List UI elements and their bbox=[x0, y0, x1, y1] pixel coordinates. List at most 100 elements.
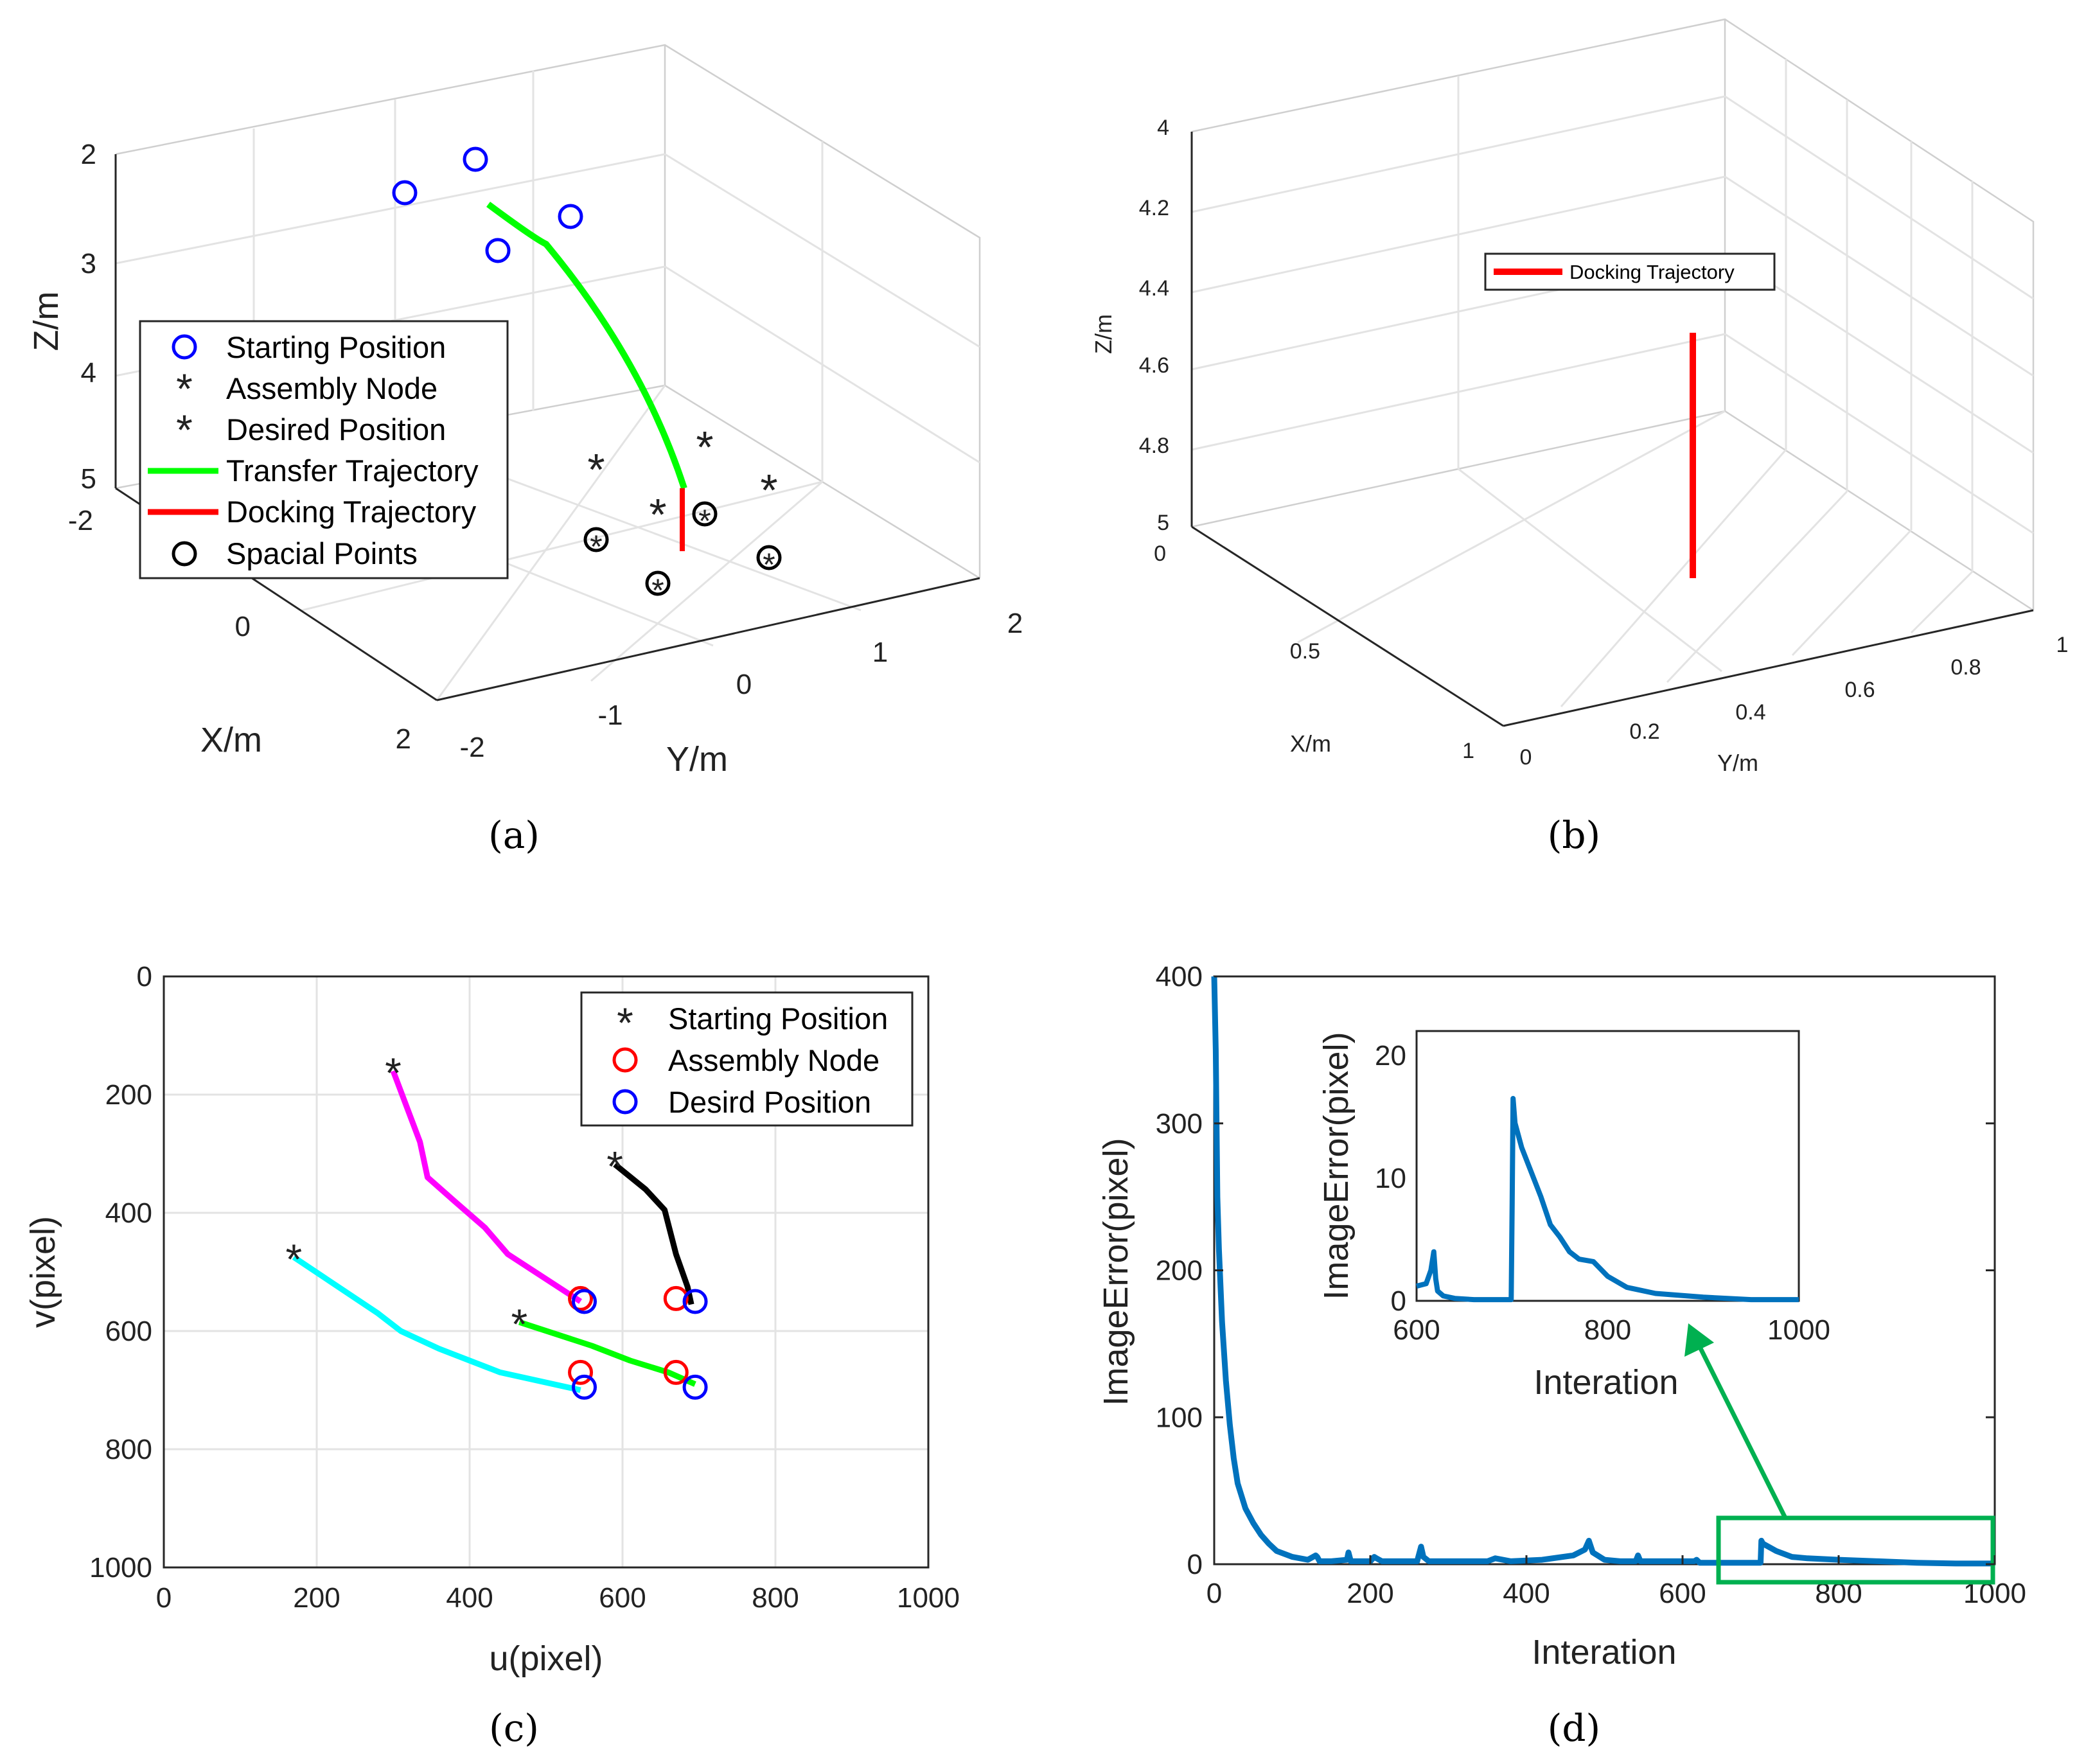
c-x-tick: 600 bbox=[599, 1582, 646, 1614]
c-assembly-node bbox=[663, 1359, 689, 1385]
legend-circle-icon bbox=[612, 1047, 638, 1073]
b-x-tick: 0 bbox=[1154, 542, 1166, 566]
b-z-tick: 4.6 bbox=[1139, 353, 1169, 378]
inset-x-tick: 800 bbox=[1584, 1314, 1631, 1346]
a-start-marker bbox=[485, 238, 511, 263]
panel-d-y-ticks: 0 100 200 300 400 bbox=[1156, 961, 1203, 1580]
b-x-tick: 1 bbox=[1462, 739, 1474, 763]
a-y-tick: 0 bbox=[736, 669, 752, 700]
a-start-marker bbox=[463, 146, 488, 172]
c-y-tick: 1000 bbox=[89, 1552, 152, 1583]
b-z-tick: 4.2 bbox=[1139, 196, 1169, 220]
c-trajectory-black bbox=[613, 1162, 694, 1305]
b-y-tick: 0.8 bbox=[1950, 655, 1981, 680]
panel-b-y-ticks: 0 0.2 0.4 0.6 0.8 1 bbox=[1520, 633, 2069, 770]
inset-y-label: ImageError(pixel) bbox=[1317, 1032, 1356, 1300]
a-node-marker: * bbox=[587, 445, 605, 495]
b-z-label: Z/m bbox=[1090, 314, 1117, 354]
a-transfer-trajectory bbox=[486, 201, 687, 490]
a-z-tick: 4 bbox=[81, 357, 96, 389]
a-spacial-point bbox=[583, 527, 609, 552]
c-y-tick: 800 bbox=[105, 1434, 152, 1465]
b-y-tick: 0 bbox=[1520, 745, 1532, 770]
c-x-tick: 400 bbox=[446, 1582, 493, 1614]
zoom-arrow-head-icon bbox=[1684, 1323, 1714, 1357]
d-x-tick: 200 bbox=[1347, 1578, 1393, 1609]
b-x-label: X/m bbox=[1290, 730, 1331, 757]
d-error-line bbox=[1211, 976, 1995, 1567]
inset-y-tick: 0 bbox=[1391, 1285, 1406, 1317]
c-assembly-node bbox=[663, 1285, 689, 1311]
a-legend-entry: Assembly Node bbox=[226, 371, 437, 405]
legend-circle-icon bbox=[172, 541, 197, 567]
c-start-point: * bbox=[606, 1143, 623, 1190]
b-y-label: Y/m bbox=[1717, 750, 1758, 776]
a-desired-marker: * bbox=[651, 572, 664, 608]
c-trajectory-magenta bbox=[390, 1070, 583, 1304]
c-y-tick: 200 bbox=[105, 1079, 152, 1111]
a-z-tick: 2 bbox=[81, 139, 96, 170]
c-assembly-node bbox=[568, 1359, 594, 1385]
panel-c-x-ticks: 0 200 400 600 800 1000 bbox=[156, 1582, 960, 1614]
a-spacial-point bbox=[692, 501, 718, 527]
c-y-label: v(pixel) bbox=[24, 1216, 62, 1328]
b-z-tick: 4 bbox=[1157, 116, 1169, 140]
panel-c: 0 200 400 600 800 1000 0 200 400 600 800… bbox=[24, 961, 960, 1750]
panel-d: 0 200 400 600 800 1000 0 100 200 300 400… bbox=[1097, 961, 2026, 1750]
b-y-tick: 0.6 bbox=[1844, 678, 1875, 702]
a-start-marker bbox=[558, 204, 583, 229]
a-x-tick: -2 bbox=[68, 505, 93, 536]
c-x-tick: 0 bbox=[156, 1582, 172, 1614]
d-y-tick: 0 bbox=[1187, 1549, 1203, 1580]
a-x-tick: 0 bbox=[235, 611, 251, 642]
a-y-tick: -2 bbox=[459, 732, 484, 763]
panel-b-axes bbox=[1190, 132, 2034, 727]
panel-a-z-ticks: 2 3 4 5 bbox=[81, 139, 96, 495]
panel-d-inset: 600 800 1000 0 10 20 Interation ImageErr… bbox=[1317, 1030, 1830, 1402]
legend-asterisk-icon: * bbox=[176, 365, 193, 412]
c-start-point: * bbox=[285, 1235, 302, 1283]
c-x-tick: 800 bbox=[752, 1582, 799, 1614]
zoom-arrow bbox=[1697, 1345, 1789, 1521]
c-desired-position bbox=[682, 1374, 708, 1400]
a-y-tick: 1 bbox=[872, 637, 888, 668]
a-spacial-point bbox=[756, 545, 782, 570]
c-legend-entry: Desird Position bbox=[668, 1085, 871, 1119]
a-legend-entry: Starting Position bbox=[226, 330, 446, 364]
panel-a-markers: * * * * * * * * bbox=[392, 146, 782, 608]
a-y-label: Y/m bbox=[666, 740, 728, 779]
d-y-tick: 100 bbox=[1156, 1402, 1203, 1433]
a-start-marker bbox=[392, 180, 418, 206]
c-legend-entry: Assembly Node bbox=[668, 1043, 879, 1077]
inset-x-ticks: 600 800 1000 bbox=[1393, 1314, 1830, 1346]
a-legend-entry: Spacial Points bbox=[226, 536, 418, 570]
caption-c: (c) bbox=[489, 1706, 539, 1750]
b-y-tick: 0.2 bbox=[1629, 719, 1659, 744]
c-desired-position bbox=[572, 1374, 597, 1400]
c-desired-position bbox=[682, 1289, 708, 1314]
a-node-marker: * bbox=[760, 465, 777, 515]
b-y-tick: 1 bbox=[2056, 633, 2069, 657]
b-y-tick: 0.4 bbox=[1735, 700, 1765, 725]
caption-b: (b) bbox=[1548, 813, 1600, 857]
a-x-label: X/m bbox=[200, 721, 262, 759]
b-z-tick: 4.4 bbox=[1139, 276, 1169, 301]
panel-c-y-ticks: 0 200 400 600 800 1000 bbox=[89, 961, 152, 1583]
d-x-tick: 0 bbox=[1206, 1578, 1222, 1609]
panel-b-x-ticks: 0 0.5 1 bbox=[1154, 542, 1474, 763]
b-z-tick: 4.8 bbox=[1139, 434, 1169, 458]
inset-frame bbox=[1415, 1030, 1800, 1302]
a-legend-entry: Transfer Trajectory bbox=[226, 454, 479, 488]
panel-b-z-ticks: 4 4.2 4.4 4.6 4.8 5 bbox=[1139, 116, 1169, 535]
a-legend-entry: Docking Trajectory bbox=[226, 495, 477, 529]
legend-asterisk-icon: * bbox=[176, 406, 193, 454]
d-x-tick: 400 bbox=[1503, 1578, 1550, 1609]
inset-y-tick: 20 bbox=[1375, 1040, 1406, 1072]
a-node-marker: * bbox=[649, 490, 666, 540]
legend-circle-icon bbox=[612, 1089, 638, 1115]
a-z-label: Z/m bbox=[27, 292, 66, 351]
c-x-label: u(pixel) bbox=[489, 1639, 603, 1678]
panel-a: 2 3 4 5 -2 0 2 -2 -1 0 1 2 Z/m X/m Y/m *… bbox=[27, 44, 1023, 857]
inset-y-ticks: 0 10 20 bbox=[1375, 1040, 1406, 1317]
c-start-point: * bbox=[385, 1049, 402, 1097]
